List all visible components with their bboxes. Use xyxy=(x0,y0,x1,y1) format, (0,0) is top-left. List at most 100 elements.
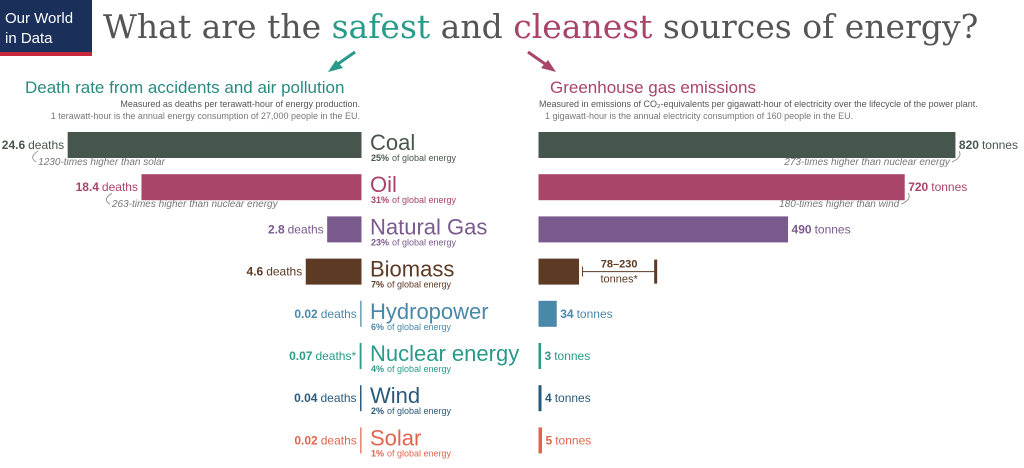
category-label: Oil xyxy=(370,172,397,197)
bar xyxy=(538,427,543,454)
value-unit: deaths xyxy=(102,180,138,194)
value-label: 34 tonnes xyxy=(560,307,612,321)
value-number: 0.04 xyxy=(294,391,318,405)
bar xyxy=(538,300,557,327)
value-label: 0.02 deaths xyxy=(294,307,356,321)
value-unit: deaths xyxy=(321,433,357,447)
category-label: Nuclear energy xyxy=(370,341,519,366)
value-unit: tonnes xyxy=(555,391,591,405)
share-suffix: of global energy xyxy=(387,280,452,290)
value-label: 0.02 deaths xyxy=(294,433,356,447)
share-label: 31% of global energy xyxy=(371,195,457,205)
share-suffix: of global energy xyxy=(387,406,452,416)
value-number: 5 xyxy=(546,433,553,447)
share-label: 7% of global energy xyxy=(371,280,452,290)
share-suffix: of global energy xyxy=(392,153,457,163)
share-value: 31% xyxy=(371,195,389,205)
value-label: 490 tonnes xyxy=(792,222,851,236)
panel-subtitle: Measured as deaths per terawatt-hour of … xyxy=(120,99,360,109)
note-arrow xyxy=(105,192,113,205)
note: 263-times higher than nuclear energy xyxy=(111,199,279,210)
note: 1230-times higher than solar xyxy=(38,157,165,168)
note-arrow xyxy=(951,150,961,163)
share-value: 1% xyxy=(371,448,384,458)
page-title: What are the safest and cleanest sources… xyxy=(103,7,978,46)
note: 180-times higher than wind xyxy=(779,199,900,210)
title-part: safest xyxy=(332,7,431,46)
share-suffix: of global energy xyxy=(387,364,452,374)
value-number: 18.4 xyxy=(76,180,100,194)
panel-subtitle: Measured in emissions of CO₂-equivalents… xyxy=(539,99,978,109)
share-suffix: of global energy xyxy=(387,322,452,332)
panel-subtitle: 1 terawatt-hour is the annual energy con… xyxy=(51,111,360,121)
value-unit: deaths xyxy=(320,391,356,405)
panel-subtitle: 1 gigawatt-hour is the annual electricit… xyxy=(545,111,853,121)
bar xyxy=(538,385,542,412)
arrow-head xyxy=(541,60,556,72)
logo-line: Our World xyxy=(5,10,73,27)
share-suffix: of global energy xyxy=(392,195,457,205)
share-label: 1% of global energy xyxy=(371,448,452,458)
value-unit: tonnes xyxy=(931,180,967,194)
arrow xyxy=(527,50,549,68)
panel-title: Death rate from accidents and air pollut… xyxy=(25,78,344,97)
value-unit: tonnes xyxy=(555,433,591,447)
share-value: 7% xyxy=(371,280,384,290)
value-unit: tonnes xyxy=(982,138,1018,152)
share-value: 6% xyxy=(371,322,384,332)
value-label: 24.6 deaths xyxy=(2,138,64,152)
value-number: 34 xyxy=(560,307,574,321)
share-label: 6% of global energy xyxy=(371,322,452,332)
value-number: 3 xyxy=(545,349,552,363)
bar xyxy=(538,132,956,158)
value-number: 490 xyxy=(792,222,812,236)
share-label: 2% of global energy xyxy=(371,406,452,416)
share-value: 2% xyxy=(371,406,384,416)
category-label: Biomass xyxy=(370,257,454,282)
note-arrow xyxy=(900,192,910,205)
title-part: What are the xyxy=(103,7,332,46)
value-label: 0.07 deaths* xyxy=(289,349,356,363)
logo-line: in Data xyxy=(5,30,53,47)
bar xyxy=(359,343,362,369)
note-arrow xyxy=(32,150,39,163)
share-value: 4% xyxy=(371,364,384,374)
note: 273-times higher than nuclear energy xyxy=(783,157,951,168)
bar xyxy=(305,258,362,285)
category-label: Solar xyxy=(370,425,421,450)
share-label: 4% of global energy xyxy=(371,364,452,374)
title-part: cleanest xyxy=(513,7,652,46)
category-label: Coal xyxy=(370,130,415,155)
value-number: 0.07 xyxy=(289,349,313,363)
share-suffix: of global energy xyxy=(387,448,452,458)
value-label: 5 tonnes xyxy=(546,433,592,447)
value-label: 720 tonnes xyxy=(908,180,967,194)
logo-box xyxy=(0,0,92,56)
value-unit: deaths* xyxy=(315,349,356,363)
logo-stripe xyxy=(0,52,92,56)
value-label: 820 tonnes xyxy=(959,138,1018,152)
value-label: 0.04 deaths xyxy=(294,391,356,405)
value-label: 78–230 xyxy=(601,259,638,271)
value-unit: tonnes xyxy=(815,222,851,236)
value-number: 4.6 xyxy=(247,265,264,279)
panel-title: Greenhouse gas emissions xyxy=(550,78,756,97)
value-unit: deaths xyxy=(28,138,64,152)
category-label: Natural Gas xyxy=(370,214,487,239)
value-label: 4.6 deaths xyxy=(247,265,303,279)
share-value: 23% xyxy=(371,237,389,247)
value-unit: deaths xyxy=(266,265,302,279)
title-part: and xyxy=(430,7,513,46)
value-unit: tonnes xyxy=(577,307,613,321)
title-part: sources of energy? xyxy=(652,7,978,46)
value-number: 2.8 xyxy=(268,222,285,236)
value-unit: tonnes xyxy=(554,349,590,363)
bar xyxy=(67,132,362,158)
unit-label: tonnes* xyxy=(600,274,638,286)
value-unit: deaths xyxy=(288,222,324,236)
value-unit: deaths xyxy=(321,307,357,321)
value-number: 24.6 xyxy=(2,138,26,152)
value-label: 2.8 deaths xyxy=(268,222,324,236)
share-suffix: of global energy xyxy=(392,237,457,247)
